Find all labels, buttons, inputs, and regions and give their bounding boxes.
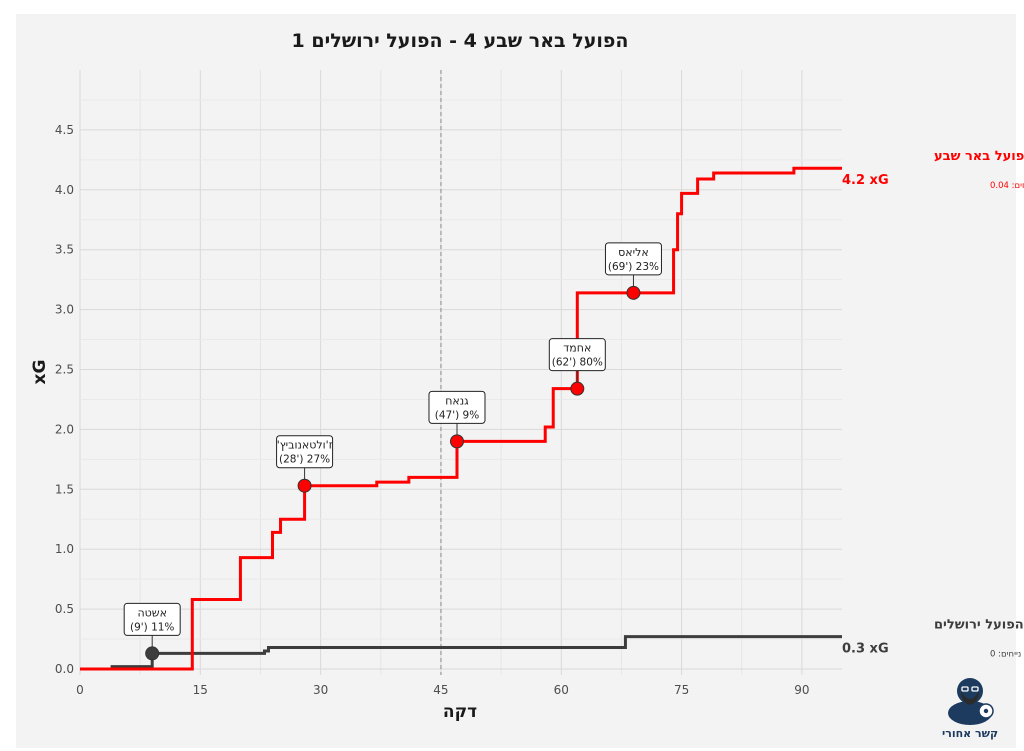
goal-player-name: ז'ולטאנוביץ' <box>277 439 333 452</box>
x-tick-label: 0 <box>76 683 84 697</box>
y-tick-label: 2.5 <box>55 363 74 377</box>
goal-marker <box>449 434 464 449</box>
logo: קשר אחורי <box>942 678 998 740</box>
goal-player-name: אחמד <box>563 342 591 355</box>
chart-panel-background <box>16 14 1016 748</box>
grid <box>79 70 842 675</box>
goal-label-box <box>548 338 606 372</box>
goal-detail: (9') 11% <box>130 621 174 633</box>
team-xg-breakdown: משחק פתוח: 4.14 | מצבים נייחים: 0.04 <box>990 181 1024 191</box>
goal-label-box <box>276 435 334 469</box>
goal-label-box <box>604 242 662 276</box>
chart-title: הפועל באר שבע 4 - הפועל ירושלים 1 <box>292 30 629 52</box>
goal-marker <box>145 646 160 661</box>
goal-detail: (28') 27% <box>279 454 330 466</box>
goal-player-name: אשטה <box>137 606 166 619</box>
y-tick-label: 1.0 <box>55 542 74 556</box>
x-tick-label: 30 <box>313 683 328 697</box>
goal-marker <box>626 285 641 300</box>
team-total-xg: 4.2 xG <box>842 173 889 188</box>
y-tick-label: 3.5 <box>55 243 74 257</box>
x-tick-label: 60 <box>554 683 569 697</box>
goal-detail: (62') 80% <box>552 357 603 369</box>
axes: 0 15 30 45 60 75 90 0.0 0.5 1.0 1.5 2.0 2.5 3.0 3.5 4.0… <box>55 123 810 697</box>
y-axis-label: xG <box>30 360 50 385</box>
series-line-1 <box>80 635 842 671</box>
team-xg-breakdown: משחק פתוח: 0.27 | מצבים נייחים: 0 <box>990 650 1024 660</box>
team-name-label: הפועל באר שבע <box>934 149 1024 164</box>
goal-detail: (69') 23% <box>608 261 659 273</box>
series <box>80 166 842 671</box>
x-axis-label: דקה <box>443 702 477 722</box>
x-tick-label: 90 <box>794 683 809 697</box>
x-tick-label: 15 <box>193 683 208 697</box>
x-tick-label: 45 <box>433 683 448 697</box>
team-name-label: הפועל ירושלים <box>934 618 1024 633</box>
y-tick-label: 0.5 <box>55 602 74 616</box>
goal-player-name: גנאח <box>445 394 469 407</box>
logo-text: קשר אחורי <box>942 727 998 740</box>
y-tick-label: 4.0 <box>55 183 74 197</box>
y-tick-label: 4.5 <box>55 123 74 137</box>
series-line-0 <box>80 166 842 671</box>
goal-detail: (47') 9% <box>435 409 479 421</box>
x-tick-label: 75 <box>674 683 689 697</box>
goal-annotations: ז'ולטאנוביץ' (28') 27% גנאח (47') 9% אחמד (62… <box>123 242 662 661</box>
goal-label-box <box>123 602 181 636</box>
y-tick-label: 3.0 <box>55 303 74 317</box>
goal-label-box <box>428 390 486 424</box>
goal-marker <box>297 478 312 493</box>
goal-marker <box>570 381 585 396</box>
team-labels: הפועל באר שבע 4.2 xG משחק פתוח: 4.14 | מצב… <box>842 149 1024 659</box>
team-total-xg: 0.3 xG <box>842 642 889 657</box>
bearded-man-logo-icon <box>948 678 994 725</box>
y-tick-label: 1.5 <box>55 482 74 496</box>
goal-player-name: אליאס <box>618 246 649 259</box>
y-tick-label: 2.0 <box>55 422 74 436</box>
y-tick-label: 0.0 <box>55 662 74 676</box>
